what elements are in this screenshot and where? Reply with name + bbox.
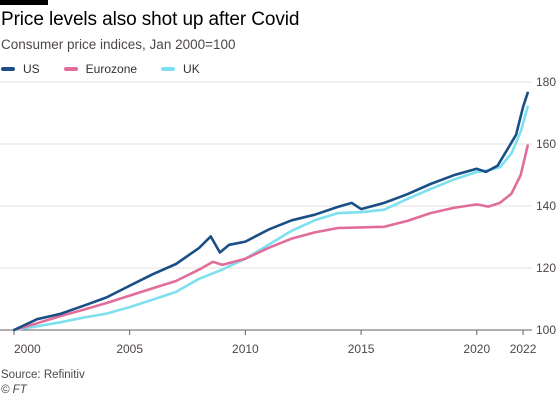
series-line-us: [12, 91, 529, 332]
y-tick-label-100: 100: [536, 323, 556, 337]
line-chart: 100 120 140 160 180 2000 2005 2010 2015 2020 2022: [0, 75, 556, 356]
legend: US Eurozone UK: [1, 62, 224, 76]
series-layer: [12, 91, 529, 332]
x-tick-label-2022: 2022: [510, 342, 537, 356]
x-tick-label-2000: 2000: [14, 342, 41, 356]
legend-item-us: US: [1, 62, 40, 76]
chart-subtitle: Consumer price indices, Jan 2000=100: [1, 37, 236, 52]
legend-swatch-us: [1, 67, 15, 71]
legend-swatch-eurozone: [63, 67, 78, 71]
legend-swatch-uk: [161, 67, 176, 71]
legend-label-us: US: [23, 62, 40, 76]
grid-layer: [0, 81, 532, 331]
legend-label-eurozone: Eurozone: [85, 62, 138, 76]
x-tick-label-2010: 2010: [232, 342, 259, 356]
series-line-eurozone: [12, 144, 529, 332]
legend-label-uk: UK: [183, 62, 200, 76]
source-note: Source: Refinitiv: [1, 369, 85, 381]
brand-bar: [0, 0, 48, 5]
chart-title: Price levels also shot up after Covid: [1, 9, 300, 30]
x-tick-label-2020: 2020: [463, 342, 490, 356]
y-tick-label-160: 160: [536, 137, 556, 151]
legend-item-eurozone: Eurozone: [63, 62, 138, 76]
series-line-uk: [12, 105, 529, 332]
y-tick-label-120: 120: [536, 261, 556, 275]
credit-note: © FT: [1, 384, 27, 396]
x-tick-label-2005: 2005: [116, 342, 143, 356]
axis-layer: 100 120 140 160 180 2000 2005 2010 2015 2020 2022: [13, 75, 556, 356]
y-tick-label-140: 140: [536, 199, 556, 213]
legend-item-uk: UK: [161, 62, 200, 76]
x-tick-label-2015: 2015: [348, 342, 375, 356]
y-tick-label-180: 180: [536, 75, 556, 89]
